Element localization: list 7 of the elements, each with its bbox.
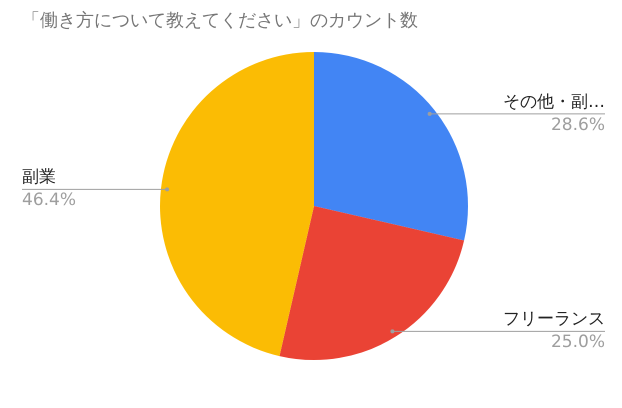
slice-label: 副業 [22,167,56,188]
data-label: 25.0% [550,332,605,352]
slice-label: その他・副… [503,92,605,112]
data-label: 46.4% [22,190,76,210]
data-label: 28.6% [550,114,605,135]
chart-title: 「働き方について教えてください」のカウント数 [22,9,418,32]
slice-label: フリーランス [503,309,605,330]
